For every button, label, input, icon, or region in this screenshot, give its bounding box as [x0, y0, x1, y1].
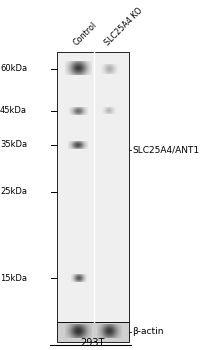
- Text: β-actin: β-actin: [132, 327, 163, 336]
- Text: 60kDa: 60kDa: [0, 64, 27, 73]
- Bar: [57, 52, 128, 322]
- Text: SLC25A4 KO: SLC25A4 KO: [102, 6, 144, 47]
- Text: SLC25A4/ANT1: SLC25A4/ANT1: [132, 146, 199, 155]
- Bar: [57, 322, 128, 342]
- Text: 293T: 293T: [80, 338, 105, 348]
- Text: Control: Control: [72, 20, 99, 47]
- Text: 15kDa: 15kDa: [0, 274, 27, 283]
- Text: 25kDa: 25kDa: [0, 187, 27, 196]
- Text: 35kDa: 35kDa: [0, 140, 27, 149]
- Text: 45kDa: 45kDa: [0, 106, 27, 116]
